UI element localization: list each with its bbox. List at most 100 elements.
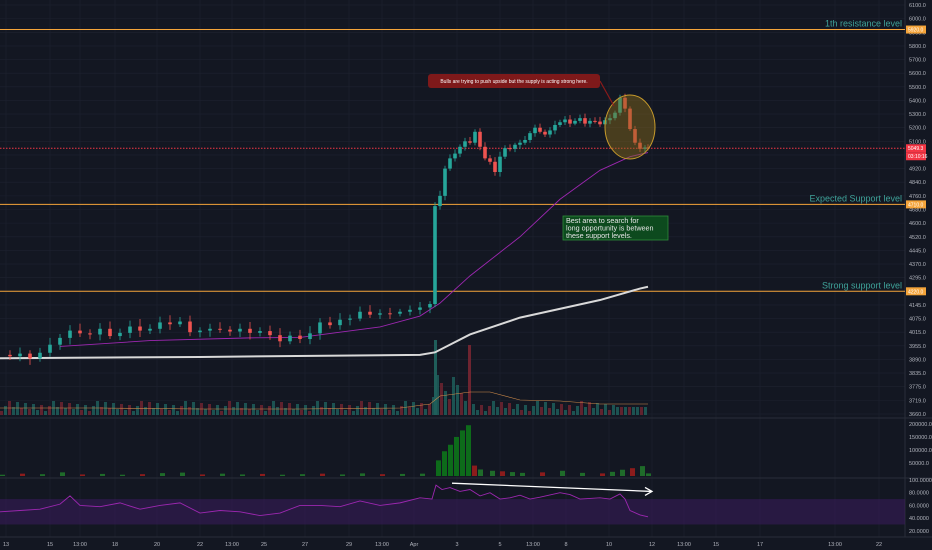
overlay-volume-bar — [640, 407, 643, 415]
candle-body — [388, 313, 392, 315]
candle-body — [488, 158, 492, 162]
candle-body — [473, 131, 477, 143]
candle-body — [138, 326, 142, 331]
overlay-volume-bar — [56, 407, 59, 415]
volume-bar — [380, 474, 385, 476]
level-label: Strong support level — [822, 280, 902, 290]
overlay-volume-bar — [76, 404, 79, 415]
overlay-volume-bar — [72, 409, 75, 415]
price-volume-overlay — [0, 340, 648, 415]
time-tick-label: 18 — [112, 542, 118, 548]
countdown-tag-text: 03:10:16 — [908, 154, 928, 160]
candle-body — [593, 120, 597, 122]
overlay-volume-bar — [28, 409, 31, 415]
price-tick-label: 5300.0 — [909, 112, 926, 118]
level-price-tag — [906, 144, 926, 153]
overlay-volume-bar — [536, 401, 539, 415]
overlay-volume-bar — [156, 403, 159, 415]
overlay-volume-bar — [308, 411, 311, 415]
overlay-volume-bar — [588, 402, 591, 415]
price-tick-label: 4600.0 — [909, 221, 926, 227]
candle-body — [38, 352, 42, 359]
volume-panel — [0, 425, 651, 476]
overlay-volume-bar — [92, 406, 95, 415]
volume-bar — [646, 473, 651, 476]
level-price-tag — [906, 25, 926, 34]
overlay-volume-bar — [472, 404, 475, 415]
price-tick-label: 5100.0 — [909, 139, 926, 145]
overlay-volume-bar — [188, 407, 191, 415]
candle-body — [8, 354, 12, 357]
candle-body — [443, 168, 447, 196]
time-tick-label: 13:00 — [73, 542, 87, 548]
price-tick-label: 3775.0 — [909, 385, 926, 391]
candle-body — [328, 322, 332, 326]
overlay-volume-bar — [116, 409, 119, 415]
price-tags: 5920.0 4710.0 4220.0 5049.3 03:10:16 — [906, 25, 928, 296]
price-tick-label: 3955.0 — [909, 344, 926, 350]
overlay-volume-bar — [216, 405, 219, 415]
time-tick-label: 3 — [455, 542, 458, 548]
overlay-volume-bar — [396, 411, 399, 415]
overlay-volume-bar — [436, 375, 439, 415]
overlay-volume-bar — [372, 408, 375, 415]
overlay-volume-bar — [348, 405, 351, 415]
overlay-volume-bar — [492, 401, 495, 415]
overlay-volume-bar — [256, 410, 259, 415]
overlay-volume-bar — [344, 410, 347, 415]
price-tick-label: 4445.0 — [909, 248, 926, 254]
overlay-volume-bar — [432, 397, 435, 415]
price-tick-label: 5600.0 — [909, 71, 926, 77]
time-axis: 13 15 13:00 18 20 22 13:00 25 27 29 13:00 Apr 3 5 13:0… — [3, 542, 882, 548]
rsi-panel — [0, 484, 649, 518]
overlay-volume-bar — [456, 385, 459, 415]
overlay-volume-bar — [100, 407, 103, 415]
price-tick-label: 4680.0 — [909, 208, 926, 214]
candle-body — [408, 309, 412, 312]
volume-bar — [200, 474, 205, 476]
rsi-divergence-arrow[interactable] — [451, 482, 654, 496]
price-tick-label: 4295.0 — [909, 276, 926, 282]
overlay-volume-bar — [400, 406, 403, 415]
level-price-tag-text: 4710.0 — [908, 202, 924, 208]
overlay-volume-bar — [508, 403, 511, 415]
time-tick-label: 13:00 — [225, 542, 239, 548]
overlay-volume-bar — [60, 402, 63, 415]
candle-body — [498, 156, 502, 173]
note-box — [562, 215, 669, 241]
candle-body — [533, 127, 537, 134]
candle-body — [148, 328, 152, 331]
overlay-volume-bar — [548, 408, 551, 415]
price-tick-label: 5200.0 — [909, 126, 926, 132]
supply-callout[interactable]: Bulls are trying to push upside but the … — [428, 74, 615, 107]
price-tick-label: 4840.0 — [909, 180, 926, 186]
candle-body — [258, 331, 262, 333]
overlay-volume-bar — [584, 407, 587, 415]
supply-zone-ellipse[interactable] — [604, 94, 656, 160]
price-tick-label: 5700.0 — [909, 58, 926, 64]
candle-body — [298, 335, 302, 340]
overlay-volume-bar — [292, 409, 295, 415]
candle-body — [568, 119, 572, 124]
volume-bar — [220, 473, 225, 476]
candle-body — [523, 139, 527, 143]
candle-body — [378, 313, 382, 315]
price-tick-label: 4075.0 — [909, 317, 926, 323]
volume-bar — [140, 474, 145, 476]
volume-bar — [40, 474, 45, 476]
candle-body — [508, 148, 512, 150]
time-tick-label: 22 — [876, 542, 882, 548]
support-note[interactable]: Best area to search for long opportunity … — [562, 215, 669, 241]
candlesticks — [8, 93, 650, 365]
overlay-volume-bar — [300, 410, 303, 415]
overlay-volume-bar — [620, 407, 623, 415]
overlay-volume-bar — [464, 401, 467, 415]
price-tick-label: 3660.0 — [909, 412, 926, 418]
overlay-volume-bar — [208, 404, 211, 415]
overlay-volume-bar — [332, 403, 335, 415]
volume-bar — [400, 473, 405, 476]
candle-body — [418, 307, 422, 310]
overlay-volume-bar — [412, 402, 415, 415]
time-tick-label: 27 — [302, 542, 308, 548]
